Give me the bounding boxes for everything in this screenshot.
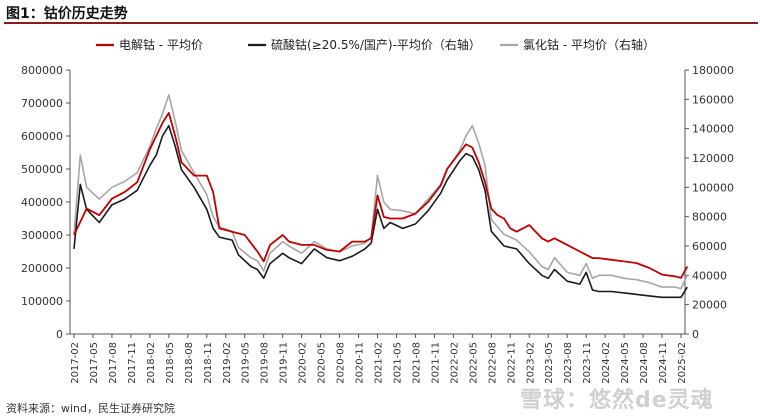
series-lines	[73, 94, 689, 299]
y-left-tick-label: 700000	[21, 97, 63, 110]
x-tick-label: 2023-08	[563, 342, 574, 384]
x-tick-label: 2023-02	[525, 342, 536, 384]
x-tick-label: 2021-05	[392, 342, 403, 384]
y-right-tick-label: 60000	[692, 240, 727, 253]
x-tick-label: 2020-11	[355, 342, 366, 384]
source-note: 资料来源：wind，民生证券研究院	[6, 402, 176, 415]
x-tick-label: 2021-11	[430, 342, 441, 384]
axes: 0100000200000300000400000500000600000700…	[21, 64, 734, 384]
x-tick-label: 2021-08	[411, 342, 422, 384]
y-right-tick-label: 160000	[692, 93, 734, 106]
series-line-2	[73, 94, 689, 290]
y-left-tick-label: 500000	[21, 163, 63, 176]
x-tick-label: 2024-11	[658, 342, 669, 384]
y-left-tick-label: 800000	[21, 64, 63, 77]
y-left-tick-label: 400000	[21, 196, 63, 209]
x-tick-label: 2017-11	[127, 342, 138, 384]
legend-label: 电解钴 - 平均价	[119, 37, 203, 52]
y-right-tick-label: 20000	[692, 299, 727, 312]
x-tick-label: 2019-05	[241, 342, 252, 384]
x-tick-label: 2018-08	[184, 342, 195, 384]
x-tick-label: 2017-02	[70, 342, 81, 384]
y-right-tick-label: 140000	[692, 123, 734, 136]
x-tick-label: 2018-11	[203, 342, 214, 384]
y-left-tick-label: 0	[56, 328, 63, 341]
x-tick-label: 2022-11	[506, 342, 517, 384]
legend: 电解钴 - 平均价 硫酸钴(≥20.5%/国产)-平均价（右轴） 氯化钴 - 平均价…	[96, 37, 655, 52]
legend-label: 氯化钴 - 平均价（右轴）	[523, 37, 655, 52]
y-left-tick-label: 600000	[21, 130, 63, 143]
x-tick-label: 2017-05	[89, 342, 100, 384]
x-tick-label: 2024-05	[620, 342, 631, 384]
y-right-tick-label: 180000	[692, 64, 734, 77]
x-tick-label: 2020-02	[298, 342, 309, 384]
x-tick-label: 2024-02	[601, 342, 612, 384]
series-line-1	[73, 124, 688, 299]
x-tick-label: 2021-02	[374, 342, 385, 384]
x-tick-label: 2019-11	[279, 342, 290, 384]
x-tick-label: 2023-11	[582, 342, 593, 384]
y-right-tick-label: 120000	[692, 152, 734, 165]
title-rule	[4, 22, 758, 24]
x-tick-label: 2022-08	[487, 342, 498, 384]
legend-label: 硫酸钴(≥20.5%/国产)-平均价（右轴）	[271, 37, 481, 52]
x-tick-label: 2024-08	[639, 342, 650, 384]
chart-title: 图1：钴价历史走势	[6, 6, 128, 22]
x-tick-label: 2018-05	[165, 342, 176, 384]
x-tick-label: 2020-05	[317, 342, 328, 384]
x-tick-label: 2025-02	[677, 342, 688, 384]
x-tick-label: 2018-02	[146, 342, 157, 384]
x-tick-label: 2019-08	[260, 342, 271, 384]
x-tick-label: 2019-02	[222, 342, 233, 384]
y-right-tick-label: 0	[692, 328, 699, 341]
y-left-tick-label: 100000	[21, 295, 63, 308]
series-line-0	[73, 112, 689, 279]
y-right-tick-label: 40000	[692, 269, 727, 282]
x-tick-label: 2020-08	[336, 342, 347, 384]
x-tick-label: 2023-05	[544, 342, 555, 384]
x-tick-label: 2022-02	[449, 342, 460, 384]
y-left-tick-label: 300000	[21, 229, 63, 242]
x-tick-label: 2022-05	[468, 342, 479, 384]
x-tick-label: 2017-08	[108, 342, 119, 384]
y-right-tick-label: 80000	[692, 211, 727, 224]
watermark: 雪球：悠然de灵魂	[520, 388, 714, 413]
y-left-tick-label: 200000	[21, 262, 63, 275]
y-right-tick-label: 100000	[692, 181, 734, 194]
